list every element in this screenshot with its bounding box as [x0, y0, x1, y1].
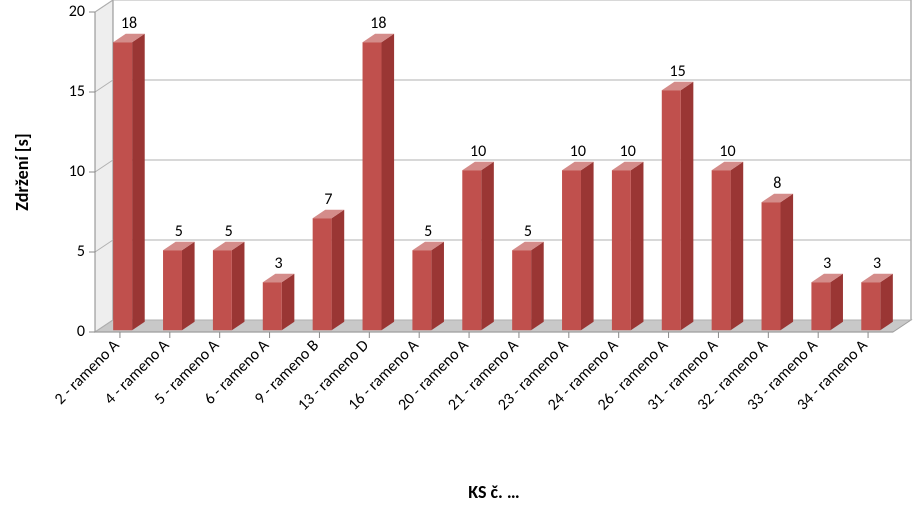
data-label: 5: [225, 222, 233, 241]
data-label: 15: [669, 62, 685, 81]
data-label: 8: [773, 174, 781, 193]
y-axis-title: Zdržení [s]: [11, 133, 33, 210]
y-tick-label: 20: [69, 2, 85, 21]
data-label: 3: [873, 254, 881, 273]
data-label: 5: [175, 222, 183, 241]
data-label: 3: [275, 254, 283, 273]
data-label: 3: [823, 254, 831, 273]
data-label: 10: [719, 142, 735, 161]
x-axis-title: KS č. …: [468, 481, 520, 503]
data-label: 5: [524, 222, 532, 241]
data-label: 10: [620, 142, 636, 161]
y-tick-label: 10: [69, 162, 85, 181]
data-label: 10: [570, 142, 586, 161]
bar-chart: 05101520182 - rameno A54 - rameno A55 - …: [0, 0, 924, 512]
y-tick-label: 15: [69, 82, 85, 101]
data-label: 18: [370, 14, 386, 33]
data-label: 7: [324, 190, 332, 209]
data-label: 5: [424, 222, 432, 241]
y-tick-label: 0: [77, 322, 85, 341]
y-tick-label: 5: [77, 242, 85, 261]
data-label: 10: [470, 142, 486, 161]
chart-svg: 05101520182 - rameno A54 - rameno A55 - …: [0, 0, 924, 512]
data-label: 18: [121, 14, 137, 33]
